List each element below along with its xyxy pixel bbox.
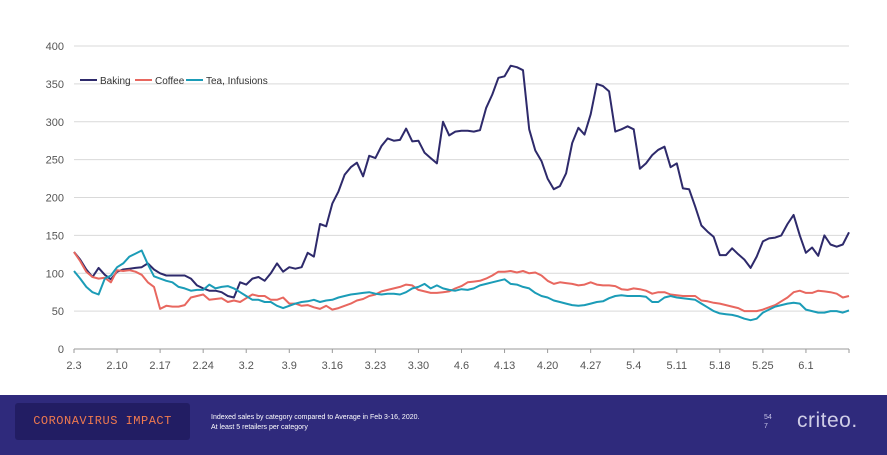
footnote-line-2: At least 5 retailers per category <box>211 424 308 431</box>
x-tick-label: 4.13 <box>494 360 515 372</box>
x-tick-label: 3.2 <box>239 360 254 372</box>
y-axis-ticks: 0 50 100 150 200 250 300 350 400 <box>46 41 64 356</box>
y-tick-label: 350 <box>46 79 64 91</box>
series-line-0 <box>73 64 850 299</box>
y-tick-label: 150 <box>46 230 64 242</box>
x-tick-label: 5.11 <box>666 360 687 372</box>
x-tick-label: 2.17 <box>149 360 170 372</box>
x-tick-label: 5.18 <box>709 360 730 372</box>
footnote: Indexed sales by category compared to Av… <box>211 413 419 433</box>
x-tick-label: 6.1 <box>798 360 813 372</box>
series-lines <box>73 64 850 322</box>
x-tick-label: 2.10 <box>106 360 127 372</box>
y-tick-label: 300 <box>46 117 64 129</box>
legend: Baking Coffee Tea, Infusions <box>80 76 268 87</box>
page-number-line-2: 7 <box>764 423 768 430</box>
line-chart: 0 50 100 150 200 250 300 350 400 2.3 2.10 2.17 2.24… <box>46 41 850 372</box>
y-tick-label: 250 <box>46 155 64 167</box>
x-tick-label: 3.9 <box>282 360 297 372</box>
footer-bar: CORONAVIRUS IMPACT Indexed sales by cate… <box>0 395 887 455</box>
x-tick-label: 2.24 <box>192 360 213 372</box>
y-tick-label: 400 <box>46 41 64 53</box>
x-tick-label: 4.27 <box>580 360 601 372</box>
x-tick-label: 5.4 <box>626 360 641 372</box>
y-tick-label: 200 <box>46 193 64 205</box>
y-tick-label: 100 <box>46 268 64 280</box>
page-number-line-1: 54 <box>764 414 772 421</box>
gridlines <box>74 45 849 312</box>
x-tick-label: 4.20 <box>537 360 558 372</box>
series-line-2 <box>73 249 850 322</box>
x-tick-label: 2.3 <box>66 360 81 372</box>
y-tick-label: 0 <box>58 344 64 356</box>
x-axis: 2.3 2.10 2.17 2.24 3.2 3.9 3.16 3.23 3.30 4.6 4.13… <box>66 348 850 372</box>
legend-label-1: Coffee <box>155 76 185 87</box>
coronavirus-impact-badge: CORONAVIRUS IMPACT <box>15 403 190 440</box>
legend-label-0: Baking <box>100 76 131 87</box>
legend-label-2: Tea, Infusions <box>206 76 268 87</box>
x-tick-label: 3.23 <box>365 360 386 372</box>
x-tick-label: 5.25 <box>752 360 773 372</box>
x-tick-label: 3.16 <box>322 360 343 372</box>
criteo-logo: criteo. <box>797 409 858 432</box>
x-tick-label: 3.30 <box>408 360 429 372</box>
badge-label: CORONAVIRUS IMPACT <box>33 414 172 428</box>
series-line-1 <box>73 251 850 313</box>
y-tick-label: 50 <box>52 306 64 318</box>
page-number: 54 7 <box>764 413 772 431</box>
x-tick-label: 4.6 <box>454 360 469 372</box>
footnote-line-1: Indexed sales by category compared to Av… <box>211 414 420 421</box>
